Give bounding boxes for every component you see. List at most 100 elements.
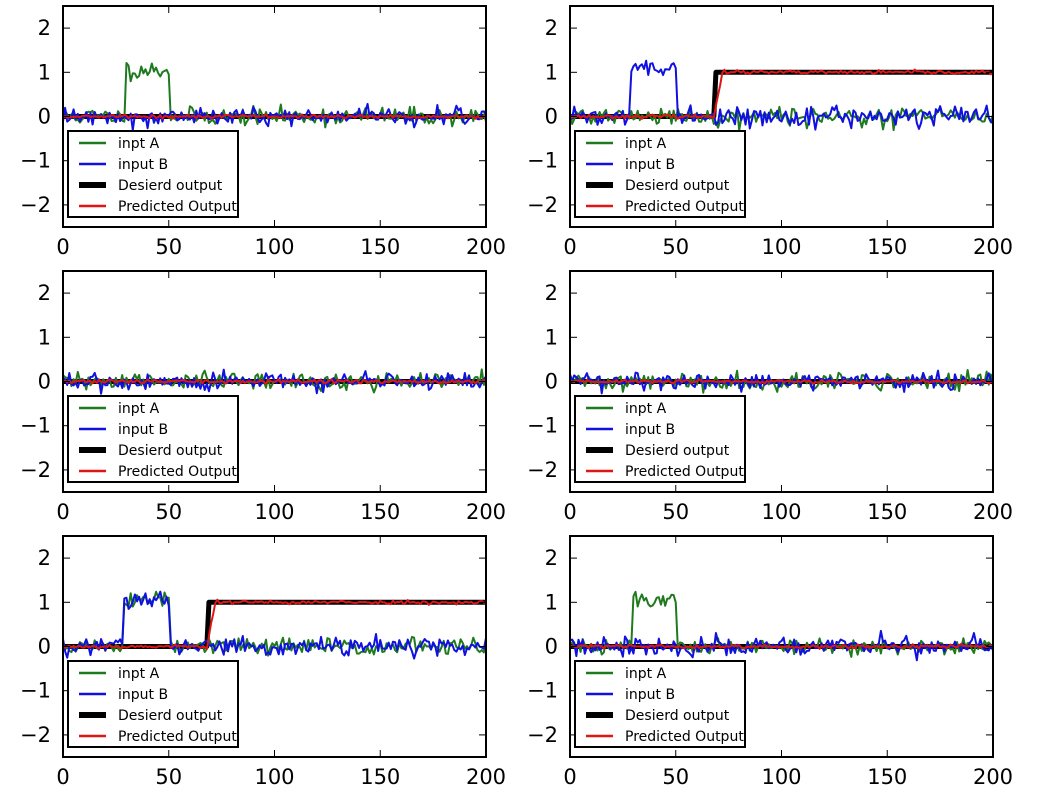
legend-label: Predicted Output [118,729,237,745]
series-line-predicted [63,378,486,386]
subplot-1: 0 50 100 150 200 −2 −1 0 1 2 inpt A input B Desierd … [20,5,506,259]
legend: inpt A input B Desierd output Predicted Out… [574,660,746,748]
x-tick-label: 0 [56,765,69,789]
y-tick-label: −2 [20,723,51,747]
x-tick-label: 100 [761,235,801,259]
legend-box [67,130,239,218]
subplot-5: 0 50 100 150 200 −2 −1 0 1 2 inpt A input B Desierd … [20,535,506,789]
subplot-3: 0 50 100 150 200 −2 −1 0 1 2 inpt A input B Desierd … [20,270,506,524]
legend-label: inpt A [625,136,667,152]
x-tick-label: 200 [466,500,506,524]
series-line-predicted [63,113,486,120]
legend-label: inpt A [625,401,667,417]
series-line-predicted [63,598,486,650]
y-tick-label: 2 [38,546,51,570]
axes-frame [62,535,487,758]
legend-label: Predicted Output [118,464,237,480]
series-line-input-b [570,629,993,662]
x-tick-label: 200 [973,765,1013,789]
legend-label: inpt A [118,666,160,682]
series-line-input-a [570,590,993,658]
legend-box [574,660,746,748]
axes-frame [569,270,994,493]
x-tick-label: 50 [662,235,689,259]
y-tick-label: 0 [38,370,51,394]
legend-label: Predicted Output [625,464,744,480]
x-tick-label: 100 [254,235,294,259]
legend-box [574,130,746,218]
x-tick-label: 50 [155,765,182,789]
legend-label: Predicted Output [118,199,237,215]
y-tick-label: 0 [38,105,51,129]
axes-frame [569,5,994,228]
y-tick-label: 0 [545,370,558,394]
x-tick-label: 150 [360,235,400,259]
legend: inpt A input B Desierd output Predicted Out… [67,660,239,748]
x-tick-label: 0 [563,765,576,789]
legend-box [67,660,239,748]
x-tick-label: 100 [254,500,294,524]
y-tick-label: 1 [38,325,51,349]
x-tick-label: 150 [867,500,907,524]
y-tick-label: 1 [38,60,51,84]
y-tick-label: 2 [38,16,51,40]
y-tick-label: 1 [545,60,558,84]
y-tick-label: 2 [545,16,558,40]
legend: inpt A input B Desierd output Predicted Out… [67,130,239,218]
x-tick-label: 0 [56,235,69,259]
series-line-input-b [63,590,486,660]
y-tick-label: −1 [527,149,558,173]
legend-label: Predicted Output [625,729,744,745]
legend: inpt A input B Desierd output Predicted Out… [574,130,746,218]
series-line-input-a [63,590,486,657]
x-tick-label: 150 [867,765,907,789]
legend-label: input B [118,157,168,173]
legend: inpt A input B Desierd output Predicted Out… [574,395,746,483]
x-tick-label: 200 [973,500,1013,524]
y-tick-label: −2 [527,723,558,747]
y-tick-label: 2 [38,281,51,305]
y-tick-label: −1 [20,414,51,438]
y-tick-label: 1 [545,325,558,349]
subplot-2: 0 50 100 150 200 −2 −1 0 1 2 inpt A input B Desierd … [527,5,1013,259]
legend-box [574,395,746,483]
legend-label: Desierd output [118,708,223,724]
x-tick-label: 100 [761,500,801,524]
x-tick-label: 200 [466,765,506,789]
y-tick-label: −2 [527,193,558,217]
legend-label: Desierd output [625,708,730,724]
series-line-predicted [570,642,993,650]
x-tick-label: 0 [563,500,576,524]
y-tick-label: 0 [545,635,558,659]
series-line-predicted [570,68,993,120]
y-tick-label: −1 [527,414,558,438]
axes-frame [62,270,487,493]
legend-label: Desierd output [118,178,223,194]
y-tick-label: −2 [527,458,558,482]
series-line-input-b [570,59,993,131]
legend-label: Desierd output [625,443,730,459]
series-line-input-b [63,102,486,132]
y-tick-label: −1 [527,679,558,703]
legend: inpt A input B Desierd output Predicted Out… [67,395,239,483]
x-tick-label: 100 [254,765,294,789]
subplot-6: 0 50 100 150 200 −2 −1 0 1 2 inpt A input B Desierd … [527,535,1013,789]
legend-label: Desierd output [118,443,223,459]
x-tick-label: 50 [662,500,689,524]
legend-label: Predicted Output [625,199,744,215]
x-tick-label: 0 [56,500,69,524]
legend-label: inpt A [118,401,160,417]
y-tick-label: −2 [20,458,51,482]
legend-label: input B [625,687,675,703]
axes-frame [62,5,487,228]
y-tick-label: 0 [38,635,51,659]
x-tick-label: 0 [563,235,576,259]
x-tick-label: 50 [155,500,182,524]
axes-frame [569,535,994,758]
legend-label: Desierd output [625,178,730,194]
y-tick-label: 2 [545,546,558,570]
x-tick-label: 50 [662,765,689,789]
x-tick-label: 100 [761,765,801,789]
x-tick-label: 200 [973,235,1013,259]
